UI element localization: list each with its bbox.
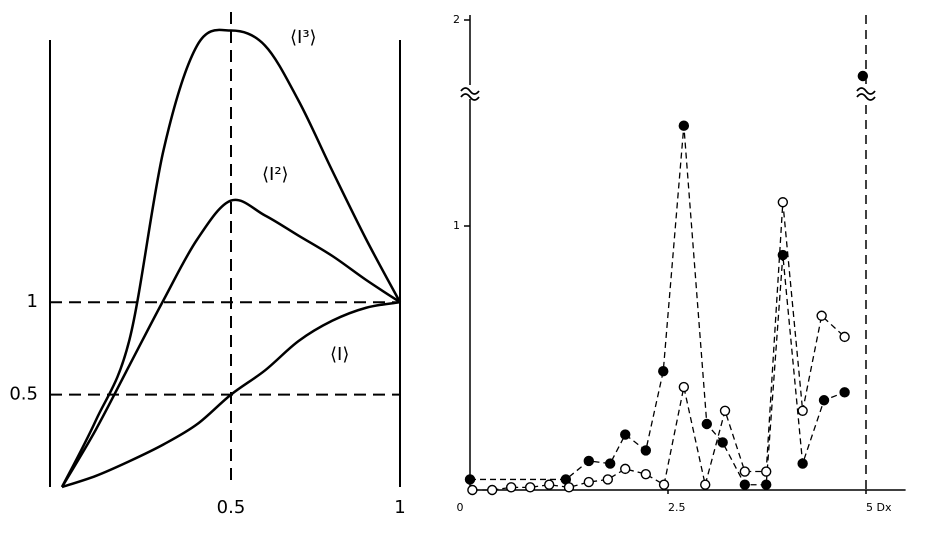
series-label: ⟨I³⟩ <box>290 27 317 48</box>
open-point <box>739 466 751 477</box>
open-point <box>640 468 652 480</box>
filled-point <box>761 479 772 490</box>
filled-point <box>739 479 751 490</box>
y-tick-label: 1 <box>27 291 38 312</box>
filled-point <box>640 445 652 456</box>
curve <box>60 198 401 488</box>
open-point <box>700 479 711 490</box>
y-tick-label: 0.5 <box>9 384 38 405</box>
open-point <box>544 479 555 490</box>
filled-point <box>717 437 728 448</box>
series-label: ⟨I⟩ <box>330 344 349 365</box>
open-point <box>678 381 690 393</box>
dashed-line <box>470 125 845 486</box>
open-point <box>816 310 827 321</box>
filled-point <box>797 458 808 469</box>
filled-point <box>839 387 850 398</box>
open-point <box>524 482 536 493</box>
open-point <box>602 474 614 485</box>
open-point <box>467 484 478 496</box>
y-tick-label: 1 <box>453 219 460 232</box>
open-point <box>505 482 517 493</box>
open-point <box>486 484 498 496</box>
axis-break <box>460 87 480 95</box>
open-point <box>620 463 631 475</box>
filled-point <box>857 70 869 82</box>
x-tick-label: 5 Dx <box>866 501 892 514</box>
open-point <box>719 405 731 416</box>
x-tick-label: 0.5 <box>217 497 246 518</box>
filled-point <box>583 455 594 467</box>
axis-break <box>460 93 480 101</box>
x-tick-label: 1 <box>394 497 405 518</box>
open-point <box>583 476 594 488</box>
x-tick-label: 0 <box>457 501 464 514</box>
filled-point <box>701 418 713 430</box>
y-tick-label: 2 <box>453 13 460 26</box>
filled-point <box>818 395 830 406</box>
filled-point <box>464 474 476 485</box>
open-point <box>563 482 575 493</box>
open-point <box>777 197 789 208</box>
axis-break <box>856 93 876 101</box>
filled-point <box>604 458 616 469</box>
curve <box>61 300 401 489</box>
open-point <box>658 479 670 490</box>
series-label: ⟨I²⟩ <box>262 164 289 185</box>
axis-break <box>856 87 876 95</box>
filled-point <box>620 429 631 440</box>
open-point <box>797 405 808 416</box>
filled-point <box>658 366 669 377</box>
open-point <box>839 331 850 343</box>
filled-point <box>678 120 690 131</box>
open-point <box>761 466 772 477</box>
x-tick-label: 2.5 <box>668 501 686 514</box>
curve <box>60 28 402 488</box>
